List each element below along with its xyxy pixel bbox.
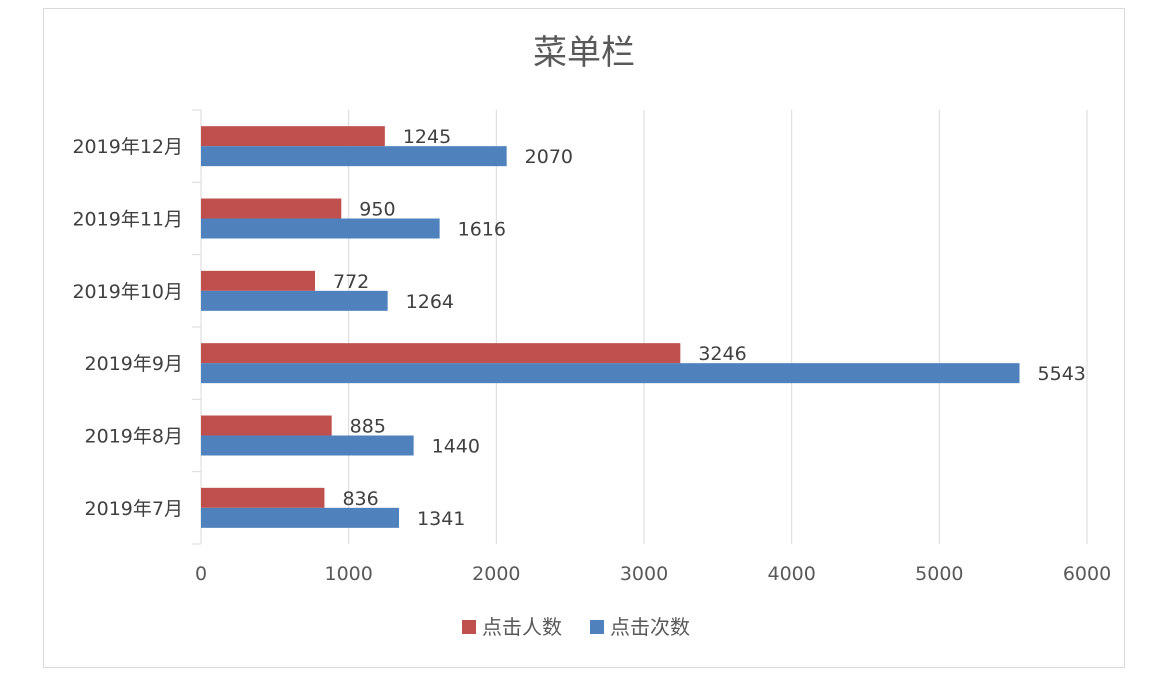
data-label: 3246 bbox=[698, 343, 746, 365]
legend-swatch bbox=[462, 620, 476, 634]
bar-visitors bbox=[201, 126, 385, 147]
x-tick-label: 2000 bbox=[472, 563, 520, 585]
category-label: 2019年12月 bbox=[72, 136, 183, 158]
bar-visitors bbox=[201, 198, 342, 219]
data-label: 1264 bbox=[406, 291, 454, 313]
bar-clicks bbox=[201, 146, 507, 167]
chart-frame bbox=[43, 8, 1125, 668]
category-label: 2019年9月 bbox=[85, 353, 183, 375]
bar-clicks bbox=[201, 435, 414, 456]
data-label: 836 bbox=[342, 488, 378, 510]
x-tick-label: 0 bbox=[195, 563, 207, 585]
chart-title: 菜单栏 bbox=[533, 33, 635, 73]
bar-visitors bbox=[201, 415, 332, 436]
x-tick-label: 1000 bbox=[324, 563, 372, 585]
category-label: 2019年11月 bbox=[72, 209, 183, 231]
bar-clicks bbox=[201, 218, 440, 239]
x-tick-label: 6000 bbox=[1063, 563, 1111, 585]
x-tick-label: 4000 bbox=[767, 563, 815, 585]
data-label: 772 bbox=[333, 271, 369, 293]
data-label: 5543 bbox=[1038, 363, 1086, 385]
data-label: 885 bbox=[350, 416, 386, 438]
bar-clicks bbox=[201, 507, 400, 528]
grid-lines bbox=[348, 110, 1088, 544]
x-tick-labels: 0 1000 2000 3000 4000 5000 6000 bbox=[195, 563, 1111, 585]
bar-clicks bbox=[201, 290, 388, 311]
legend: 点击人数 点击次数 bbox=[462, 615, 690, 639]
bars bbox=[201, 126, 1020, 528]
data-label: 1341 bbox=[417, 508, 465, 530]
legend-label: 点击次数 bbox=[610, 615, 690, 639]
legend-label: 点击人数 bbox=[482, 615, 562, 639]
category-label: 2019年7月 bbox=[85, 498, 183, 520]
x-tick-label: 5000 bbox=[915, 563, 963, 585]
category-axis bbox=[192, 109, 202, 545]
bar-visitors bbox=[201, 270, 315, 291]
data-label: 950 bbox=[359, 199, 395, 221]
bar-clicks bbox=[201, 363, 1020, 384]
data-labels: 836 1341 885 1440 3246 5543 772 1264 950 1616 1245… bbox=[333, 126, 1086, 530]
bar-visitors bbox=[201, 487, 325, 508]
category-labels: 2019年7月 2019年8月 2019年9月 2019年10月 2019年11月 201… bbox=[72, 136, 183, 520]
data-label: 1440 bbox=[432, 436, 480, 458]
data-label: 1245 bbox=[403, 126, 451, 148]
data-label: 1616 bbox=[458, 219, 506, 241]
data-label: 2070 bbox=[525, 146, 573, 168]
bar-visitors bbox=[201, 343, 681, 364]
x-tick-label: 3000 bbox=[620, 563, 668, 585]
legend-swatch bbox=[590, 620, 604, 634]
category-label: 2019年8月 bbox=[85, 426, 183, 448]
category-label: 2019年10月 bbox=[72, 281, 183, 303]
